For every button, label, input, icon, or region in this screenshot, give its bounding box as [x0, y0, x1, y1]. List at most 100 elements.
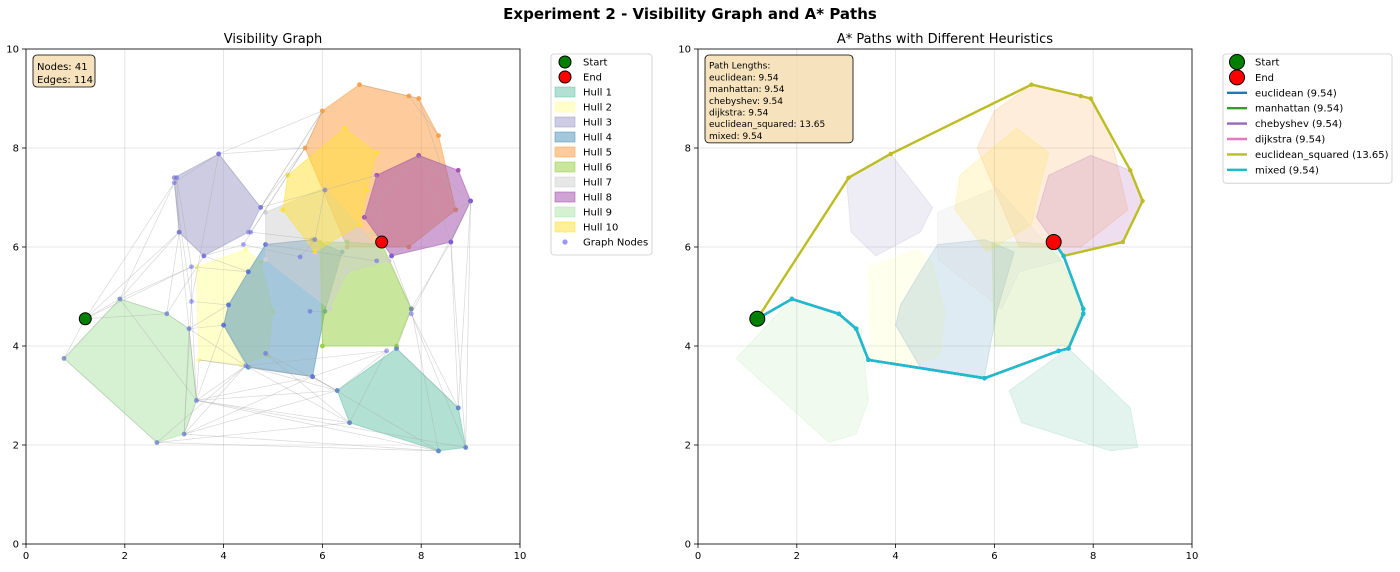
x-tick-label: 2	[122, 551, 128, 562]
hull-vertex	[320, 108, 325, 114]
graph-node	[408, 306, 414, 312]
legend-swatch	[554, 191, 576, 203]
graph-node	[468, 198, 473, 204]
axis-ticks: 0 2 4 6 8 10 0 2 4 6 8 10	[678, 45, 1198, 563]
graph-edge	[457, 200, 471, 408]
graph-edge	[260, 189, 325, 208]
graph-node	[117, 296, 123, 302]
graph-edge	[260, 110, 323, 208]
graph-edge	[85, 313, 167, 320]
start-end-markers	[749, 234, 1062, 327]
path-point	[1088, 96, 1093, 101]
hull-polygon	[63, 298, 197, 444]
graph-node	[221, 322, 227, 328]
info-box: Path Lengths:euclidean: 9.54 manhattan: 9…	[704, 54, 854, 144]
info-box-line: Path Lengths:	[709, 62, 770, 72]
graph-edge	[183, 390, 338, 435]
visibility-graph-title: Visibility Graph	[224, 32, 323, 47]
graph-edge	[376, 175, 383, 243]
graph-node	[448, 239, 454, 245]
graph-edge	[84, 182, 175, 319]
y-tick-label: 6	[685, 243, 691, 254]
hull-vertex	[357, 82, 362, 88]
graph-edge	[183, 328, 190, 435]
graph-node	[384, 348, 390, 354]
legend-label: Start	[1255, 58, 1280, 69]
graph-edge	[243, 147, 306, 245]
graph-edge	[418, 155, 452, 243]
graph-node	[463, 445, 469, 450]
graph-edge	[450, 200, 471, 243]
graph-edge	[349, 350, 387, 423]
graph-edge	[196, 400, 439, 452]
path-line	[756, 241, 1085, 380]
y-tick-label: 2	[13, 441, 19, 452]
graph-edge	[411, 313, 459, 409]
path-point	[1061, 253, 1066, 259]
graph-edge	[465, 200, 471, 448]
plot-frame	[697, 48, 1193, 545]
graph-edge	[218, 147, 306, 155]
legend-label: Hull 7	[583, 178, 612, 189]
hull-vertex	[344, 269, 350, 275]
legend-marker	[1229, 69, 1245, 86]
graph-edge	[418, 155, 471, 202]
path-point	[982, 375, 987, 381]
end-marker	[375, 235, 389, 249]
graph-edge	[63, 358, 158, 443]
graph-edge	[196, 400, 350, 424]
x-tick-label: 10	[514, 551, 527, 562]
legend-frame	[1222, 53, 1393, 184]
hull-polygons	[735, 84, 1144, 452]
graph-node	[307, 308, 313, 314]
y-tick-label: 4	[685, 342, 691, 353]
legend-swatch	[554, 221, 576, 233]
graph-edge	[408, 95, 439, 136]
path-point	[789, 296, 795, 302]
graph-edge	[299, 239, 316, 258]
hull-vertex	[386, 258, 392, 264]
graph-edge	[198, 359, 313, 378]
legend-label: euclidean_squared (13.65)	[1255, 150, 1389, 161]
graph-edge	[418, 98, 457, 210]
graph-edge	[166, 313, 190, 329]
graph-edge	[265, 244, 377, 262]
info-box-background	[704, 54, 854, 144]
path-point	[1081, 311, 1086, 317]
graph-edge	[85, 231, 180, 320]
graph-edge	[250, 147, 306, 233]
graph-node	[61, 355, 67, 361]
graph-edge	[173, 182, 197, 401]
x-tick-label: 0	[23, 551, 29, 562]
x-tick-label: 8	[418, 551, 424, 562]
graph-edge	[364, 155, 419, 218]
path-point	[1078, 93, 1084, 99]
graph-node	[310, 374, 315, 380]
graph-edge	[203, 244, 244, 257]
graph-node	[248, 229, 254, 235]
graph-edge	[337, 350, 387, 391]
info-box-line: Edges: 114	[37, 75, 93, 86]
legend-label: Hull 10	[583, 223, 618, 234]
legend-label: chebyshev (9.54)	[1255, 119, 1342, 130]
graph-edge	[243, 244, 301, 258]
visibility-graph-panel: Visibility Graph 0 2 4 6 8 10 0 2 4 6 8 10 Nodes: 4…	[6, 32, 653, 562]
graph-node	[186, 326, 192, 332]
hull-vertex	[364, 187, 370, 193]
info-box: Nodes: 41 Edges: 114	[32, 54, 96, 88]
graph-edge	[396, 308, 412, 349]
legend-label: manhattan (9.54)	[1255, 104, 1343, 115]
path-point	[846, 175, 851, 180]
graph-edge	[250, 231, 316, 240]
astar-paths-panel: A* Paths with Different Heuristics 0 2 4 6 8…	[678, 32, 1393, 563]
info-box-line: Nodes: 41	[37, 62, 88, 73]
graph-edge	[63, 298, 121, 359]
graph-edge	[176, 177, 192, 267]
info-box-line: mixed: 9.54	[709, 132, 763, 142]
graph-edge	[188, 304, 229, 329]
path-point	[1081, 306, 1086, 312]
hull-polygon	[282, 127, 378, 253]
graph-edge	[245, 365, 350, 424]
hull-vertex	[374, 172, 380, 178]
